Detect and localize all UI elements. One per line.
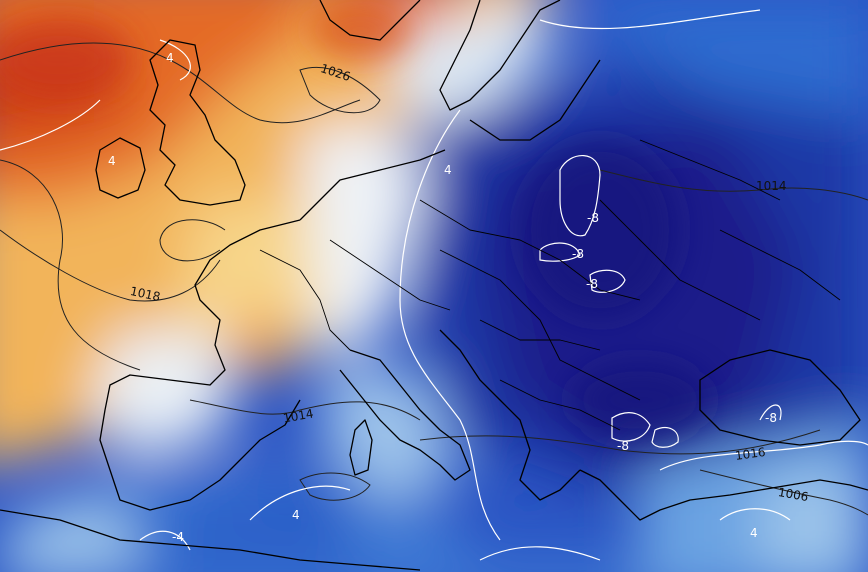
isotherm-lines bbox=[0, 9, 868, 561]
isotherm-label: -8 bbox=[765, 411, 777, 425]
isotherm-label: 4 bbox=[444, 163, 452, 177]
isotherm-label: 4 bbox=[292, 508, 300, 522]
isotherm-label: -8 bbox=[586, 277, 598, 291]
isotherm-label: 4 bbox=[108, 154, 116, 168]
isotherm-label: -8 bbox=[572, 247, 584, 261]
isobar-lines bbox=[0, 42, 868, 516]
isotherm-label: 4 bbox=[750, 526, 758, 540]
isotherm-label: -8 bbox=[587, 211, 599, 225]
isobar-label: 1014 bbox=[282, 406, 315, 425]
isotherm-label-group: 4 4 4 -8 -8 -8 -8 -8 4 4 -4 bbox=[108, 51, 777, 544]
isobar-label: 1018 bbox=[129, 284, 162, 304]
isotherm-label: 4 bbox=[166, 51, 174, 65]
isobar-label: 1016 bbox=[734, 445, 766, 463]
isotherm-label: -4 bbox=[172, 530, 184, 544]
isobar-label: 1014 bbox=[756, 179, 787, 193]
isobar-label: 1006 bbox=[777, 485, 810, 504]
isotherm-label: -8 bbox=[617, 439, 629, 453]
